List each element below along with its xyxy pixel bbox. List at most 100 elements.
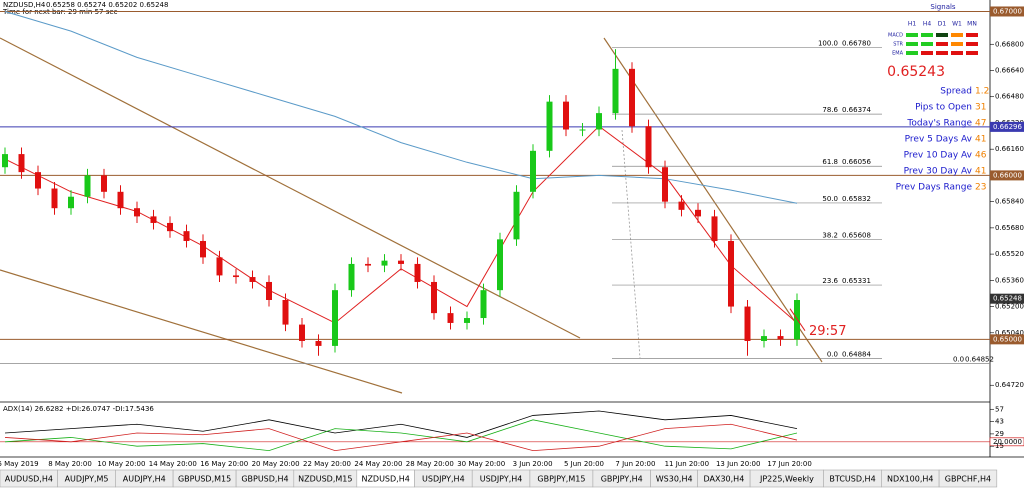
bar-timer: Time for next bar: 29 min 57 sec [2,8,118,16]
signal-cell [966,33,978,37]
tab-label[interactable]: DAX30,H4 [703,475,744,484]
candle-body [414,263,421,282]
adx-tick-label: 29 [995,430,1004,438]
info-value: 46 [975,151,987,161]
fib-price: 0.65331 [842,277,871,285]
x-tick-label: 24 May 20:00 [354,460,402,468]
candle-body [513,191,520,240]
x-tick-label: 13 Jun 20:00 [716,460,760,468]
fib-price: 0.64852 [965,356,994,364]
tab-label[interactable]: JP225,Weekly [759,475,814,484]
candle-body [134,208,140,217]
signal-cell [951,51,963,55]
tab-label[interactable]: GBPUSD,M15 [178,475,231,484]
tab-label[interactable]: USDJPY,H4 [480,475,523,484]
chart-symbol: NZDUSD,H4 [3,1,46,9]
candle-body [596,113,602,130]
signal-cell [906,33,918,37]
candle-body [84,175,91,197]
info-value: 41 [975,167,986,177]
candle-body [464,318,470,323]
tab-label[interactable]: NZDUSD,M15 [298,475,352,484]
x-tick-label: 28 May 20:00 [406,460,454,468]
tab-label[interactable]: NDX100,H4 [887,475,934,484]
tab-label[interactable]: USDJPY,H4 [422,475,465,484]
x-tick-label: 3 Jun 20:00 [513,460,553,468]
fib-price: 0.65832 [842,195,871,203]
fib-level: 50.0 [822,195,838,203]
candle-body [629,68,635,127]
candle-body [497,239,503,291]
countdown-arrow [789,308,806,331]
candle-body [167,222,173,232]
candle-body [282,300,289,325]
candle-body [332,290,338,346]
candle-body [530,150,536,192]
tab-label[interactable]: NZDUSD,H4 [361,475,409,484]
tab-label[interactable]: GBPJPY,M15 [537,475,585,484]
tab-label[interactable]: AUDUSD,H4 [5,475,53,484]
trendline [0,269,403,394]
signal-cell [936,42,948,46]
signal-cell [951,42,963,46]
tab-label[interactable]: GBPJPY,H4 [601,475,643,484]
y-tick-label: 0.65360 [995,276,1024,284]
candle-body [579,129,586,131]
level-box [990,121,1024,132]
info-value: 1.2 [975,87,989,97]
candle-body [216,257,223,276]
candle-body [51,188,58,209]
x-tick-label: 10 May 20:00 [97,460,145,468]
x-tick-label: 14 May 20:00 [149,460,197,468]
y-tick-label: 0.64720 [995,381,1024,389]
tab-label[interactable]: GBPCHF,H4 [945,475,991,484]
x-tick-label: 16 May 20:00 [200,460,248,468]
candle-body [777,336,784,340]
info-label: Prev 30 Day Av [904,167,973,177]
signal-column: H1 [908,21,917,28]
candle-body [18,154,25,173]
signal-column: MN [967,21,977,28]
adx-tick-label: 57 [995,405,1004,413]
y-tick-label: 0.66160 [995,145,1024,153]
level-label: 0.67000 [993,7,1022,15]
signal-cell [921,42,933,46]
tab-label[interactable]: AUDJPY,M5 [65,475,109,484]
signal-cell [966,42,978,46]
tab[interactable] [938,469,998,488]
tab-label[interactable]: AUDJPY,H4 [123,475,166,484]
fib-price: 0.64884 [842,350,871,358]
candle-body [447,313,454,323]
candle-body [398,260,404,264]
adx-tick-label: 15 [995,442,1004,450]
tab-label[interactable]: GBPUSD,H4 [241,475,288,484]
fib-price: 0.65608 [842,232,871,240]
tab-label[interactable]: WS30,H4 [656,475,693,484]
candle-body [365,263,371,266]
signal-cell [906,42,918,46]
y-tick-label: 0.65040 [995,329,1024,337]
adx-tick-label: 20.0000 [993,438,1022,446]
signal-cell [921,33,933,37]
x-tick-label: 11 Jun 20:00 [665,460,709,468]
fib-level: 23.6 [822,277,838,285]
y-tick-label: 0.66640 [995,66,1024,74]
adx-tick-label: 43 [995,418,1004,426]
adx-line [4,423,798,452]
level-label: 0.66000 [993,171,1022,179]
x-tick-label: 22 May 20:00 [303,460,351,468]
candle-body [744,306,751,341]
tab-label[interactable]: BTCUSD,H4 [829,475,875,484]
level-box [990,6,1024,17]
info-label: Today's Range [906,119,972,129]
adx-level-box [989,437,1024,447]
y-tick-label: 0.66800 [995,40,1024,48]
trendline [603,37,823,363]
candle-body [711,216,718,241]
fib-price: 0.66056 [842,158,871,166]
adx-line [4,419,798,452]
fib-level: 78.6 [822,106,838,114]
fib-level: 0.0 [827,350,838,358]
